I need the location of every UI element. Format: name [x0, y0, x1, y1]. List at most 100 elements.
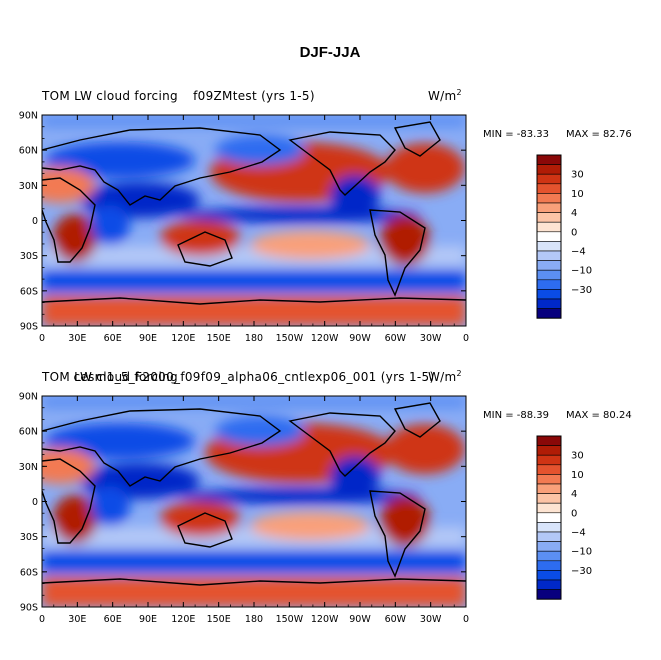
coast-australia	[177, 231, 233, 267]
x-tick-label: 150W	[276, 614, 304, 625]
x-tick-label: 120W	[311, 333, 339, 344]
x-tick-label: 180	[245, 614, 263, 625]
colorbar-cell	[536, 202, 562, 213]
y-tick-label: 90N	[19, 392, 38, 403]
x-tick-label: 30W	[420, 333, 442, 344]
y-tick-label: 60S	[20, 567, 38, 578]
field-africa-sahel	[42, 448, 95, 484]
panel-1-field	[42, 115, 466, 326]
colorbar-cell	[536, 589, 562, 600]
colorbar-frame	[536, 154, 562, 319]
y-tick-label: 0	[32, 216, 38, 227]
coast-eurasia	[42, 408, 282, 487]
colorbar-cell	[536, 241, 562, 252]
field-north-atlantic	[385, 424, 465, 474]
panel-2-title-center: cesm1_5_F2000_f09f09_alpha06_cntlexp06_0…	[74, 370, 435, 384]
panel-1-map	[42, 115, 466, 326]
colorbar-label: 0	[571, 227, 577, 238]
coast-antarctica	[42, 297, 466, 305]
panel-2-units: W/m2	[428, 369, 462, 384]
panel-2: TOM LW cloud forcing cesm1_5_F2000_f09f0…	[19, 369, 632, 625]
x-tick-label: 120E	[171, 333, 195, 344]
field-maritime	[160, 501, 240, 537]
x-tick-label: 0	[39, 333, 45, 344]
colorbar-label: −30	[571, 285, 592, 296]
colorbar-cell	[536, 493, 562, 504]
panel-1-units: W/m2	[428, 88, 462, 103]
field-africa-south	[53, 214, 97, 262]
panel-1-colorbar: 30 10 4 0 −4 −10 −30	[536, 154, 592, 319]
x-tick-label: 90W	[349, 614, 371, 625]
x-tick-label: 0	[39, 614, 45, 625]
x-tick-label: 120W	[311, 614, 339, 625]
panel-2-coastlines	[42, 402, 466, 586]
colorbar-cell	[536, 464, 562, 475]
coast-north-america	[288, 131, 396, 196]
coast-north-america	[288, 412, 396, 477]
colorbar-cell	[536, 183, 562, 194]
colorbar-cell	[536, 250, 562, 261]
y-tick-label: 0	[32, 497, 38, 508]
x-tick-label: 30W	[420, 614, 442, 625]
y-tick-label: 30S	[20, 251, 38, 262]
panel-2-colorbar: 30 10 4 0 −4 −10 −30	[536, 435, 592, 600]
coast-africa	[42, 458, 96, 544]
colorbar-frame	[536, 435, 562, 600]
colorbar-cell	[536, 560, 562, 571]
colorbar-cell	[536, 454, 562, 466]
x-tick-label: 60E	[104, 614, 122, 625]
field-tropical-pacific	[180, 488, 420, 504]
y-tick-label: 90S	[20, 322, 38, 333]
x-tick-label: 90E	[139, 333, 157, 344]
colorbar-cell	[536, 173, 562, 185]
colorbar-cell	[536, 435, 562, 446]
y-tick-label: 60N	[19, 427, 38, 438]
colorbar-cell	[536, 512, 562, 523]
field-central-america	[330, 175, 380, 215]
colorbar-label: 0	[571, 508, 577, 519]
colorbar-cell	[536, 531, 562, 542]
x-tick-label: 30E	[68, 333, 86, 344]
coast-greenland	[393, 121, 441, 157]
colorbar-label: 4	[571, 489, 577, 500]
colorbar-label: −10	[571, 266, 592, 277]
x-tick-label: 150W	[276, 333, 304, 344]
colorbar-label: 10	[571, 189, 584, 200]
x-tick-label: 0	[463, 614, 469, 625]
field-southern-ocean	[42, 551, 466, 573]
colorbar-cell	[536, 221, 562, 233]
x-tick-label: 90W	[349, 333, 371, 344]
panel-1-title-center: f09ZMtest (yrs 1-5)	[193, 89, 315, 103]
field-tropical-pacific	[180, 207, 420, 223]
colorbar-cell	[536, 154, 562, 165]
coast-eurasia	[42, 127, 282, 206]
field-europe-asia	[45, 423, 195, 459]
field-maritime	[160, 220, 240, 256]
colorbar-cell	[536, 522, 562, 533]
y-tick-label: 30N	[19, 462, 38, 473]
colorbar-cell	[536, 260, 562, 271]
colorbar-cell	[536, 212, 562, 223]
y-tick-label: 60N	[19, 146, 38, 157]
colorbar-cell	[536, 445, 562, 456]
y-tick-label: 30N	[19, 181, 38, 192]
colorbar-cell	[536, 298, 562, 309]
x-tick-label: 180	[245, 333, 263, 344]
colorbar-cell	[536, 289, 562, 300]
colorbar-cell	[536, 269, 562, 281]
x-tick-label: 60W	[385, 614, 407, 625]
x-tick-label: 30E	[68, 614, 86, 625]
colorbar-cell	[536, 502, 562, 514]
colorbar-cell	[536, 164, 562, 175]
field-south-pacific	[250, 512, 370, 540]
colorbar-cell	[536, 579, 562, 590]
panel-2-ticks: 0 30E 60E 90E 120E 150E 180 150W 120W 90W 60W 30W 09…	[19, 392, 469, 626]
x-tick-label: 90E	[139, 614, 157, 625]
colorbar-label: −30	[571, 566, 592, 577]
panel-1-title-left: TOM LW cloud forcing	[41, 89, 178, 103]
colorbar-cell	[536, 541, 562, 552]
x-tick-label: 60W	[385, 333, 407, 344]
panel-1-min: MIN = -83.33	[483, 129, 549, 140]
x-tick-label: 0	[463, 333, 469, 344]
y-tick-label: 30S	[20, 532, 38, 543]
